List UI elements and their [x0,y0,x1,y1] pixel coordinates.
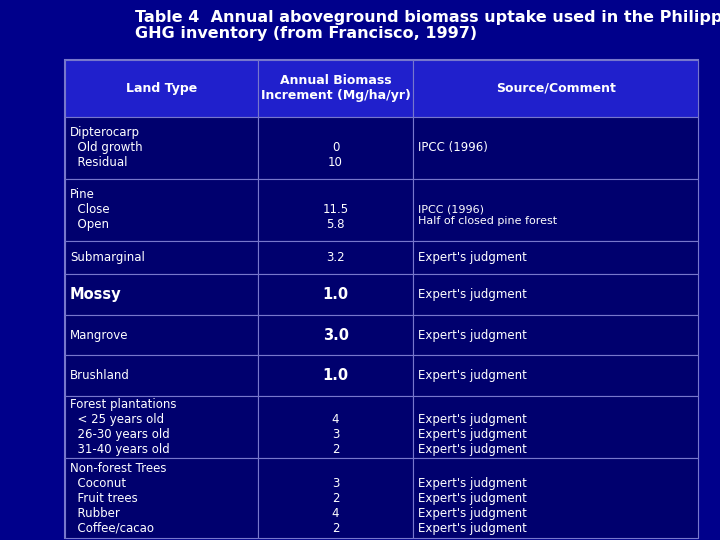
Text: Source/Comment: Source/Comment [495,82,616,95]
Bar [65,60,698,538]
Text: Expert's judgment: Expert's judgment [418,369,527,382]
Text: 3.0: 3.0 [323,328,348,343]
Text: Dipterocarp
  Old growth
  Residual: Dipterocarp Old growth Residual [70,126,143,169]
Text: 3.2: 3.2 [326,251,345,264]
Text: IPCC (1996): IPCC (1996) [418,126,488,169]
Bar [65,117,258,179]
Bar [258,396,413,458]
Text: Annual Biomass
Increment (Mg/ha/yr): Annual Biomass Increment (Mg/ha/yr) [261,75,410,103]
Bar [413,274,698,315]
Text: Forest plantations
  < 25 years old
  26-30 years old
  31-40 years old: Forest plantations < 25 years old 26-30 … [70,398,176,456]
Bar [258,241,413,274]
Text: Pine
  Close
  Open: Pine Close Open [70,188,109,231]
Text: Expert's judgment
Expert's judgment
Expert's judgment
Expert's judgment: Expert's judgment Expert's judgment Expe… [418,462,527,535]
Text: IPCC (1996)
Half of closed pine forest: IPCC (1996) Half of closed pine forest [418,193,557,226]
Bar [65,274,258,315]
Text: Expert's judgment
Expert's judgment
Expert's judgment: Expert's judgment Expert's judgment Expe… [418,398,527,456]
Text: Expert's judgment: Expert's judgment [418,288,527,301]
Text: 1.0: 1.0 [323,287,348,302]
Bar [413,315,698,355]
Text: Non-forest Trees
  Coconut
  Fruit trees
  Rubber
  Coffee/cacao: Non-forest Trees Coconut Fruit trees Rub… [70,462,166,535]
Bar [413,117,698,179]
Bar [413,458,698,538]
Text: Expert's judgment: Expert's judgment [418,251,527,264]
Bar [258,458,413,538]
Text: GHG inventory (from Francisco, 1997): GHG inventory (from Francisco, 1997) [135,26,477,41]
Text: 11.5
5.8: 11.5 5.8 [323,188,348,231]
Text: 3
2
4
2: 3 2 4 2 [332,462,339,535]
Bar [65,60,258,117]
Bar [65,355,258,396]
Text: Brushland: Brushland [70,369,130,382]
Bar [413,396,698,458]
Text: 1.0: 1.0 [323,368,348,383]
Bar [258,315,413,355]
Bar [258,274,413,315]
Bar [258,179,413,241]
Bar [65,458,258,538]
Bar [65,241,258,274]
Bar [413,60,698,117]
Bar [413,241,698,274]
Text: Table 4  Annual aboveground biomass uptake used in the Philippine nation: Table 4 Annual aboveground biomass uptak… [135,10,720,25]
Bar [65,396,258,458]
Bar [258,60,413,117]
Text: 4
3
2: 4 3 2 [332,398,339,456]
Bar [258,355,413,396]
Bar [413,355,698,396]
Text: Submarginal: Submarginal [70,251,145,264]
Text: 0
10: 0 10 [328,126,343,169]
Text: Mossy: Mossy [70,287,122,302]
Bar [413,179,698,241]
Bar [65,315,258,355]
Bar [258,117,413,179]
Bar [65,179,258,241]
Text: Mangrove: Mangrove [70,329,128,342]
Text: Expert's judgment: Expert's judgment [418,329,527,342]
Text: Land Type: Land Type [126,82,197,95]
